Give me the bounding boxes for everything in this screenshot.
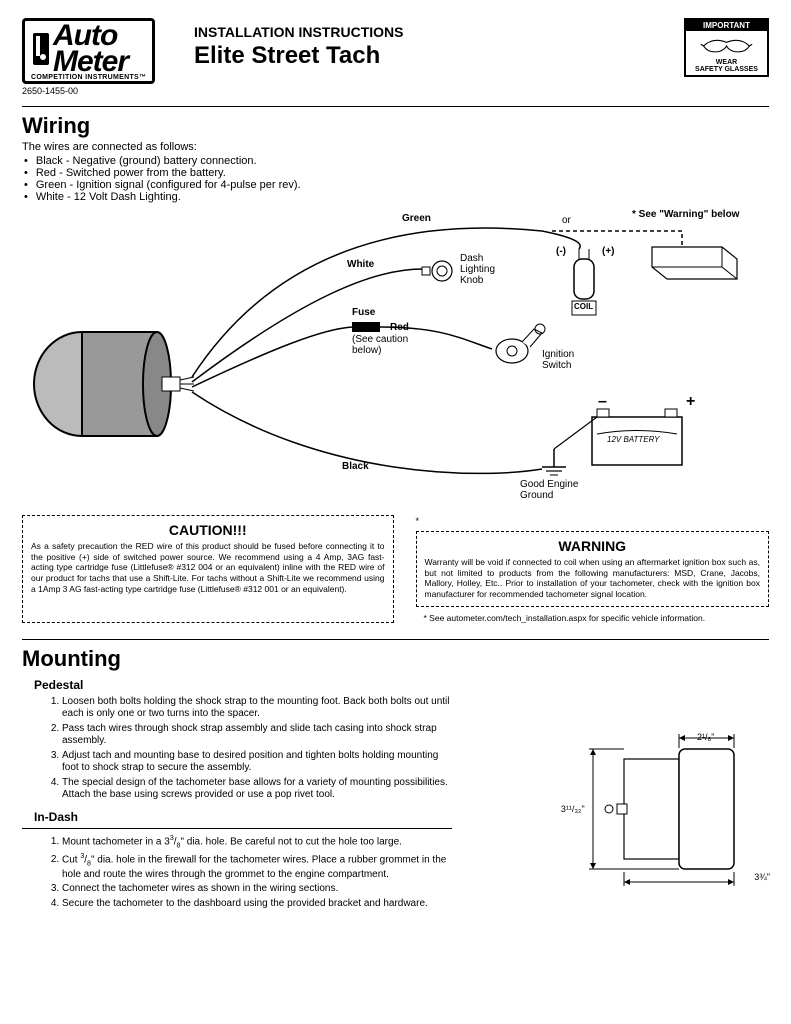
safety-badge: IMPORTANT WEAR SAFETY GLASSES xyxy=(684,18,769,77)
page-header: Auto Meter COMPETITION INSTRUMENTS™ 2650… xyxy=(22,18,769,96)
caution-box: CAUTION!!! As a safety precaution the RE… xyxy=(22,515,394,623)
lbl-ground: Good Engine Ground xyxy=(520,479,600,501)
indash-title: In-Dash xyxy=(34,810,537,824)
caution-text: As a safety precaution the RED wire of t… xyxy=(31,541,385,594)
warning-text: Warranty will be void if connected to co… xyxy=(425,557,761,600)
dim-depth: 3¾" xyxy=(754,872,770,882)
caution-title: CAUTION!!! xyxy=(31,522,385,538)
indash-step-4: Secure the tachometer to the dashboard u… xyxy=(62,898,452,911)
lbl-see-caution: (See caution below) xyxy=(352,334,432,356)
wire-green: Green - Ignition signal (configured for … xyxy=(24,179,769,191)
mounting-heading: Mounting xyxy=(22,646,769,672)
pedestal-steps: Loosen both bolts holding the shock stra… xyxy=(22,696,452,802)
ground-icon xyxy=(542,449,566,475)
dim-height: 3¹¹/₃₂" xyxy=(561,804,585,814)
fuse-icon xyxy=(352,322,380,332)
pedestal-step-4: The special design of the tachometer bas… xyxy=(62,777,452,802)
logo-tagline: COMPETITION INSTRUMENTS™ xyxy=(31,74,146,81)
lbl-plus: (+) xyxy=(602,246,615,257)
wiring-bullets: Black - Negative (ground) battery connec… xyxy=(22,155,769,203)
lbl-fuse: Fuse xyxy=(352,307,375,318)
product-title: Elite Street Tach xyxy=(194,42,672,70)
wiring-diagram: Green or * See "Warning" below White Das… xyxy=(22,209,769,509)
title-block: INSTALLATION INSTRUCTIONS Elite Street T… xyxy=(194,18,672,70)
pedestal-step-3: Adjust tach and mounting base to desired… xyxy=(62,750,452,775)
lbl-red: Red xyxy=(390,322,409,333)
safety-line2: SAFETY GLASSES xyxy=(688,66,765,73)
indash-step-2: Cut 3/8" dia. hole in the firewall for t… xyxy=(62,853,452,882)
lbl-green: Green xyxy=(402,213,431,224)
ignition-box-icon xyxy=(652,247,737,279)
warning-footnote: * See autometer.com/tech_installation.as… xyxy=(416,613,770,623)
dash-knob-icon xyxy=(422,261,452,281)
safety-glasses-icon xyxy=(699,35,754,57)
wire-black: Black - Negative (ground) battery connec… xyxy=(24,155,769,167)
warning-box: WARNING Warranty will be void if connect… xyxy=(416,531,770,607)
lbl-ign-switch: Ignition Switch xyxy=(542,349,592,371)
lbl-minus: (-) xyxy=(556,246,566,257)
lbl-see-warning: * See "Warning" below xyxy=(632,209,739,220)
pedestal-step-2: Pass tach wires through shock strap asse… xyxy=(62,723,452,748)
divider xyxy=(22,106,769,107)
pedestal-step-1: Loosen both bolts holding the shock stra… xyxy=(62,696,452,721)
indash-step-1: Mount tachometer in a 33/8" dia. hole. B… xyxy=(62,835,452,851)
lbl-batt-plus: + xyxy=(686,393,695,411)
white-wire xyxy=(192,269,422,382)
dimension-diagram: 2¹/₈" 3¹¹/₃₂" 3¾" xyxy=(549,724,769,894)
warning-title: WARNING xyxy=(425,538,761,554)
logo-text-bottom: Meter xyxy=(53,49,128,75)
safety-top: IMPORTANT xyxy=(686,20,767,31)
divider xyxy=(22,828,452,829)
lbl-batt-minus: – xyxy=(598,393,607,411)
wiring-heading: Wiring xyxy=(22,113,769,139)
warning-row: CAUTION!!! As a safety precaution the RE… xyxy=(22,515,769,623)
gauge-icon xyxy=(31,31,51,67)
logo-block: Auto Meter COMPETITION INSTRUMENTS™ 2650… xyxy=(22,18,182,96)
wire-white: White - 12 Volt Dash Lighting. xyxy=(24,191,769,203)
wiring-svg xyxy=(22,209,769,509)
indash-step-3: Connect the tachometer wires as shown in… xyxy=(62,883,452,896)
safety-line1: WEAR xyxy=(688,59,765,66)
lbl-white: White xyxy=(347,259,374,270)
divider xyxy=(22,639,769,640)
tach-rear-icon xyxy=(624,759,679,859)
pedestal-title: Pedestal xyxy=(34,678,769,692)
red-wire-a xyxy=(192,327,352,387)
indash-steps: Mount tachometer in a 33/8" dia. hole. B… xyxy=(22,835,452,911)
instructions-label: INSTALLATION INSTRUCTIONS xyxy=(194,24,672,40)
warning-star: * xyxy=(416,516,420,526)
brand-logo: Auto Meter COMPETITION INSTRUMENTS™ xyxy=(22,18,155,84)
wiring-intro: The wires are connected as follows: xyxy=(22,141,769,153)
lbl-or: or xyxy=(562,215,571,226)
lbl-coil: COIL xyxy=(574,302,593,311)
wire-red: Red - Switched power from the battery. xyxy=(24,167,769,179)
tach-bezel-icon xyxy=(679,749,734,869)
ignition-switch-icon xyxy=(496,324,545,363)
part-number: 2650-1455-00 xyxy=(22,86,182,96)
tach-body-icon xyxy=(34,332,194,436)
lbl-black: Black xyxy=(342,461,369,472)
lbl-dash-knob: Dash Lighting Knob xyxy=(460,253,510,286)
lbl-battery: 12V BATTERY xyxy=(607,435,659,444)
dim-width: 2¹/₈" xyxy=(697,732,714,742)
